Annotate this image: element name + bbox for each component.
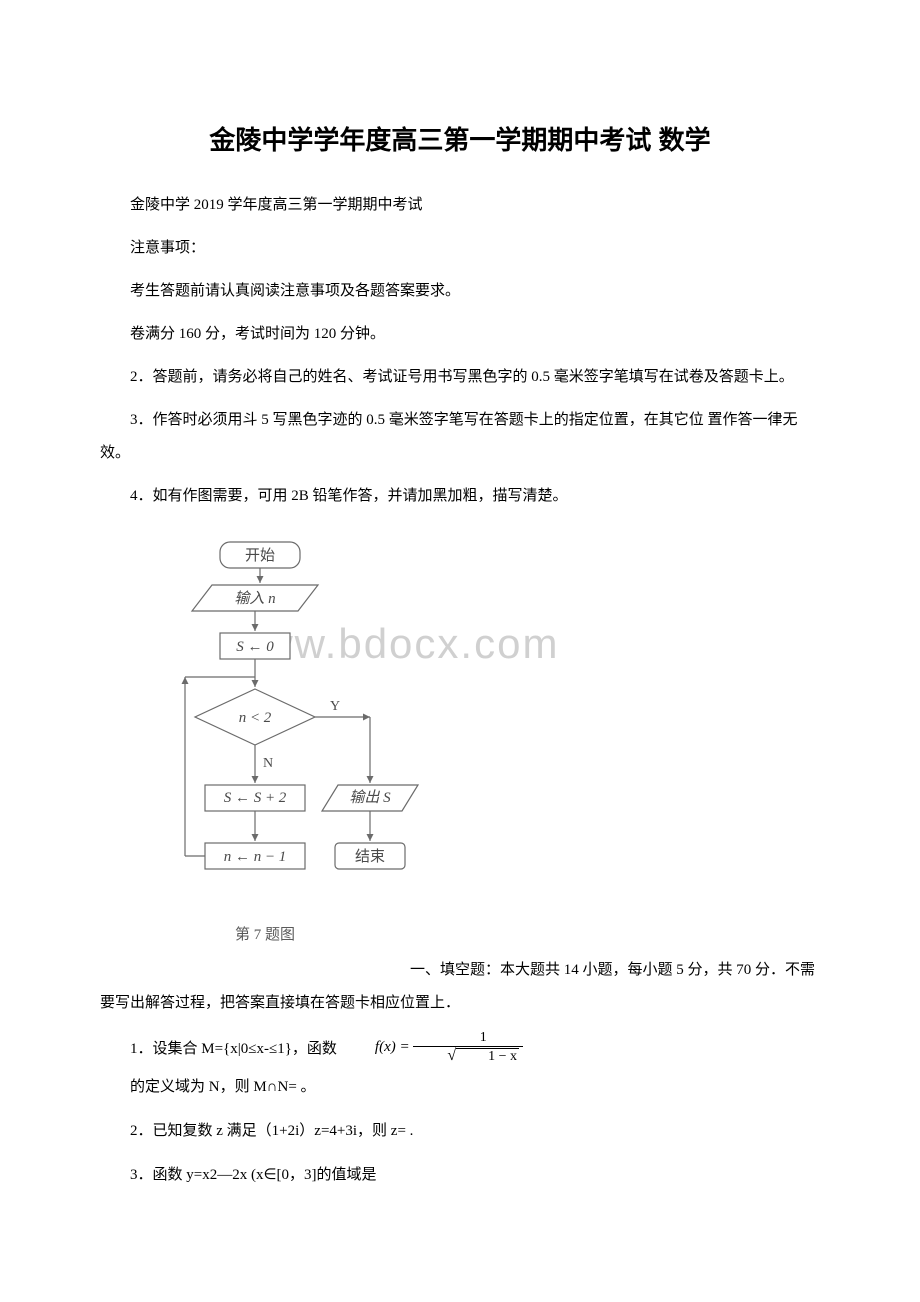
instruction-4: 3．作答时必须用斗 5 写黑色字迹的 0.5 毫米签字笔写在答题卡上的指定位置，…: [100, 404, 820, 470]
document-content: 金陵中学学年度高三第一学期期中考试 数学 金陵中学 2019 学年度高三第一学期…: [100, 120, 820, 1193]
flowchart-output-text: 输出 S: [349, 789, 391, 806]
flowchart-caption: 第 7 题图: [150, 923, 380, 944]
flowchart-input-text: 输入 n: [234, 590, 275, 607]
q1-formula: f(x) = 1 √1 − x: [345, 1030, 523, 1065]
flowchart-svg-container: 开始 输入 n S ← 0 n < 2: [150, 537, 450, 917]
question-1-line2: 的定义域为 N，则 M∩N= 。: [100, 1069, 820, 1105]
q1-pre-text: 1．设集合 M={x|0≤x-≤1}，函数: [100, 1037, 337, 1058]
section-intro: 一、填空题：本大题共 14 小题，每小题 5 分，共 70 分．不需要写出解答过…: [100, 954, 820, 1020]
q1-fraction: 1 √1 − x: [413, 1030, 523, 1065]
q1-sqrt-content: 1 − x: [456, 1048, 519, 1065]
flowchart-end-text: 结束: [355, 848, 385, 865]
question-2: 2．已知复数 z 满足（1+2i）z=4+3i，则 z= .: [100, 1113, 820, 1149]
q1-frac-den: √1 − x: [413, 1047, 523, 1065]
instruction-1: 考生答题前请认真阅读注意事项及各题答案要求。: [100, 275, 820, 308]
flowchart-section: 开始 输入 n S ← 0 n < 2: [100, 537, 820, 944]
instruction-3: 2．答题前，请务必将自己的姓名、考试证号用书写黑色字的 0.5 毫米签字笔填写在…: [100, 361, 820, 394]
section1-intro-text: 一、填空题：本大题共 14 小题，每小题 5 分，共 70 分．不需要写出解答过…: [100, 962, 815, 1011]
flowchart-no-label: N: [263, 756, 273, 771]
flowchart-start-text: 开始: [245, 547, 275, 564]
q1-fx: f(x) =: [375, 1039, 410, 1055]
flowchart-yes-label: Y: [330, 699, 340, 714]
flowchart-init-text: S ← 0: [236, 639, 274, 655]
question-1-line1: 1．设集合 M={x|0≤x-≤1}，函数 f(x) = 1 √1 − x: [100, 1030, 820, 1065]
flowchart-updates-text: S ← S + 2: [224, 790, 287, 806]
flowchart-cond-text: n < 2: [239, 710, 272, 726]
instruction-5: 4．如有作图需要，可用 2B 铅笔作答，并请加黑加粗，描写清楚。: [100, 480, 820, 513]
notice-heading: 注意事项：: [100, 232, 820, 265]
instruction-2: 卷满分 160 分，考试时间为 120 分钟。: [100, 318, 820, 351]
question-3: 3．函数 y=x2—2x (x∈[0，3]的值域是: [100, 1157, 820, 1193]
q1-frac-num: 1: [413, 1030, 523, 1047]
subtitle: 金陵中学 2019 学年度高三第一学期期中考试: [100, 189, 820, 222]
flowchart-updaten-text: n ← n − 1: [224, 849, 287, 865]
flowchart-svg: 开始 输入 n S ← 0 n < 2: [150, 537, 430, 917]
page-title: 金陵中学学年度高三第一学期期中考试 数学: [100, 120, 820, 157]
